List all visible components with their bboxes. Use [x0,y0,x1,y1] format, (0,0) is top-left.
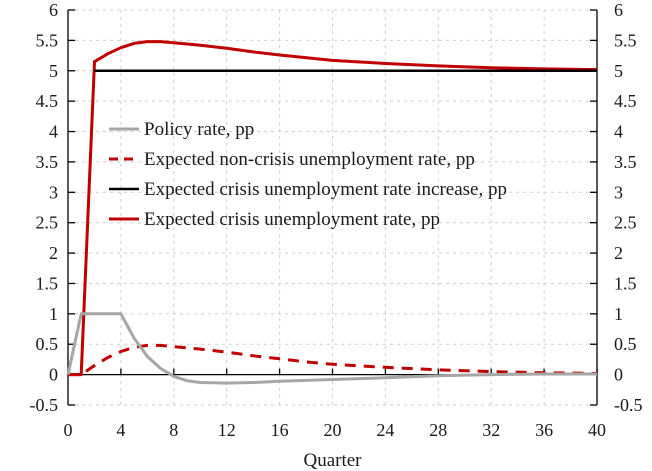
legend-label-4: Expected crisis unemployment rate, pp [144,209,440,230]
y-tick-label-right: 2.5 [614,213,637,233]
y-tick-label-right: 5.5 [614,30,637,50]
y-tick-label-right: 3.5 [614,152,637,172]
x-tick-label: 32 [482,420,500,440]
y-tick-label-left: 6 [49,0,58,20]
x-tick-label: 28 [429,420,447,440]
legend-label-1: Policy rate, pp [144,119,254,140]
y-tick-label-right: 3 [614,182,623,202]
x-tick-label: 16 [271,420,289,440]
x-axis-title: Quarter [303,450,362,471]
x-tick-label: 4 [116,420,125,440]
y-tick-label-right: -0.5 [614,395,643,415]
legend-label-3: Expected crisis unemployment rate increa… [144,179,507,200]
x-tick-label: 8 [169,420,178,440]
series-lines [66,40,598,385]
x-tick-label: 40 [588,420,606,440]
y-tick-label-right: 6 [614,0,623,20]
series-line-4 [68,40,598,377]
y-tick-label-left: 2.5 [36,213,59,233]
y-tick-label-right: 1 [614,304,623,324]
y-tick-label-right: 0 [614,365,623,385]
y-tick-label-left: 5.5 [36,30,59,50]
y-tick-label-right: 2 [614,243,623,263]
legend-label-2: Expected non-crisis unemployment rate, p… [144,149,475,170]
y-tick-label-left: 0 [49,365,58,385]
x-tick-label: 36 [535,420,553,440]
y-tick-label-left: 1 [49,304,58,324]
x-tick-label: 12 [218,420,236,440]
y-tick-label-right: 0.5 [614,334,637,354]
y-axis-right-ticks: -0.5 0 0.5 1 1.5 2 2.5 3 3.5 4 4.5 5 5.5 6 [590,0,643,415]
y-tick-label-left: 5 [49,61,58,81]
y-tick-label-left: 1.5 [36,273,59,293]
x-tick-label: 24 [376,420,394,440]
y-tick-label-left: 3 [49,182,58,202]
x-tick-label: 0 [64,420,73,440]
y-tick-label-right: 4 [614,122,623,142]
y-tick-label-left: 4 [49,122,58,142]
series-line-2 [68,343,598,377]
y-tick-label-right: 1.5 [614,273,637,293]
gridlines [68,9,597,406]
y-axis-left-ticks: -0.5 0 0.5 1 1.5 2 2.5 3 3.5 4 4.5 5 5.5 6 [30,0,75,415]
y-tick-label-left: 2 [49,243,58,263]
y-tick-label-left: 4.5 [36,91,59,111]
y-tick-label-right: 5 [614,61,623,81]
y-tick-label-right: 4.5 [614,91,637,111]
series-line-1 [66,312,597,385]
y-tick-label-left: 3.5 [36,152,59,172]
y-tick-label-left: -0.5 [30,395,59,415]
y-tick-label-left: 0.5 [36,334,59,354]
x-tick-label: 20 [324,420,342,440]
legend: Policy rate, pp Expected non-crisis unemp… [109,119,507,230]
